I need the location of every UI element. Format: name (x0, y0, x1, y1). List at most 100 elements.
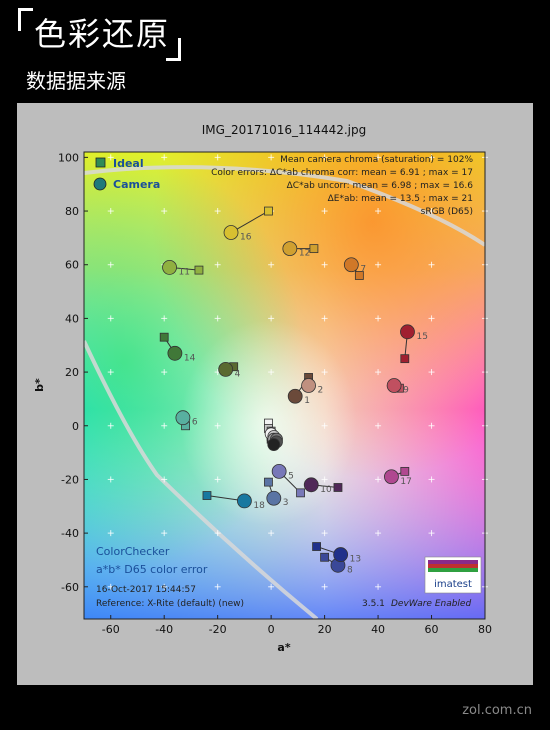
camera-marker (218, 361, 234, 377)
ideal-marker (202, 491, 212, 500)
camera-marker (301, 378, 316, 393)
legend-camera-label: Camera (113, 178, 160, 191)
camera-marker (303, 477, 319, 493)
y-tick-label: 100 (58, 151, 79, 164)
ideal-marker (264, 206, 273, 216)
ideal-marker (400, 354, 410, 364)
ideal-marker (309, 244, 319, 254)
imatest-logo: imatest (424, 556, 482, 594)
patch-label: 4 (235, 369, 241, 379)
chart-name: ColorChecker (96, 545, 170, 558)
y-tick-label: 80 (65, 205, 79, 218)
x-tick-label: 0 (268, 623, 275, 636)
patch-label: 18 (253, 501, 265, 511)
patch-label: 14 (184, 353, 196, 363)
watermark: zol.com.cn (462, 703, 532, 718)
plot-frame (83, 151, 486, 620)
camera-marker (287, 388, 303, 404)
stat-uncorr: ΔC*ab uncorr: mean = 6.98 ; max = 16.6 (287, 181, 474, 191)
stats-box: Mean camera chroma (saturation) = 102% C… (211, 155, 473, 217)
camera-marker (333, 547, 349, 562)
patch-label: 1 (304, 396, 310, 406)
ideal-marker (400, 466, 410, 476)
y-tick-label: -20 (61, 473, 79, 486)
ideal-marker (320, 552, 330, 562)
version-number: 3.5.1 (362, 599, 385, 609)
camera-marker (175, 410, 191, 426)
stat-chroma: Mean camera chroma (saturation) = 102% (280, 155, 473, 165)
ideal-marker (296, 488, 305, 498)
x-tick-label: 20 (318, 623, 332, 636)
stat-colorspace: sRGB (D65) (421, 207, 473, 217)
x-tick-label: 40 (371, 623, 385, 636)
x-axis-label: a* (277, 641, 290, 654)
y-tick-label: -40 (61, 527, 79, 540)
imatest-logo-text: imatest (434, 579, 472, 590)
axis-ticks: -60 -40 -20 0 20 40 60 80 -60 -40 -20 0 20 40 60 80 100 (58, 151, 492, 636)
chart-title: IMG_20171016_114442.jpg (202, 123, 366, 137)
header-bracket-left (18, 8, 33, 31)
chart-desc: a*b* D65 color error (96, 563, 208, 576)
x-tick-label: 60 (425, 623, 439, 636)
x-tick-label: -20 (209, 623, 227, 636)
patch-label: 5 (288, 471, 294, 481)
ideal-marker (194, 265, 204, 275)
patch-label: 15 (416, 332, 427, 342)
y-tick-label: 0 (72, 420, 79, 433)
camera-markers (162, 225, 415, 573)
camera-marker (384, 469, 399, 485)
page-title: 色彩还原 (34, 15, 171, 53)
ideal-marker (312, 542, 321, 551)
stat-delta-e: ΔE*ab: mean = 13.5 ; max = 21 (328, 194, 473, 204)
patch-label: 13 (350, 555, 361, 565)
patch-label: 3 (283, 498, 289, 508)
camera-marker (386, 378, 402, 393)
legend-camera-marker (93, 177, 107, 191)
patch-label: 10 (320, 485, 332, 495)
camera-marker (223, 225, 239, 240)
y-tick-label: 20 (65, 366, 79, 379)
chart-date: 16-Oct-2017 15:44:57 (96, 585, 196, 595)
patch-label: 17 (400, 477, 411, 487)
version-note: DevWare Enabled (391, 599, 471, 609)
ideal-marker (354, 271, 364, 280)
y-tick-label: -60 (61, 581, 79, 594)
chart-panel: IMG_20171016_114442.jpg 1 2 3 4 5 6 7 8 9 10 11 12 1… (17, 103, 533, 685)
patch-label: 9 (403, 386, 409, 396)
x-tick-label: -40 (155, 623, 173, 636)
stat-chroma-corr: Color errors: ΔC*ab chroma corr: mean = … (211, 168, 473, 178)
chromaticity-background (84, 152, 485, 619)
patch-label: 6 (192, 418, 198, 428)
patch-label: 2 (318, 386, 324, 396)
y-tick-label: 40 (65, 312, 79, 325)
patch-label: 8 (347, 565, 353, 575)
legend-ideal-marker (95, 157, 106, 168)
y-axis-label: b* (33, 378, 46, 392)
camera-marker (266, 490, 282, 506)
y-tick-label: 60 (65, 259, 79, 272)
x-tick-label: -60 (102, 623, 120, 636)
camera-marker (343, 257, 359, 273)
color-error-chart: IMG_20171016_114442.jpg 1234567891011121… (33, 123, 492, 654)
ideal-marker (333, 483, 343, 492)
page-subtitle: 数据据来源 (26, 69, 126, 93)
chart-reference: Reference: X-Rite (default) (new) (96, 599, 244, 609)
patch-label: 11 (179, 267, 190, 277)
camera-marker (236, 493, 252, 509)
patch-label: 7 (360, 265, 366, 275)
neutral-camera-marker (267, 438, 281, 451)
header-bracket-right (166, 38, 181, 61)
camera-marker (400, 324, 415, 340)
legend: Ideal Camera (93, 157, 160, 191)
camera-marker (271, 463, 287, 479)
patch-label: 12 (299, 249, 310, 259)
camera-marker (282, 241, 298, 257)
legend-ideal-label: Ideal (113, 157, 144, 170)
ideal-marker (159, 332, 169, 342)
ideal-marker (264, 477, 273, 487)
x-tick-label: 80 (478, 623, 492, 636)
patch-label: 16 (240, 233, 252, 243)
camera-marker (167, 345, 183, 361)
camera-marker (162, 260, 177, 275)
